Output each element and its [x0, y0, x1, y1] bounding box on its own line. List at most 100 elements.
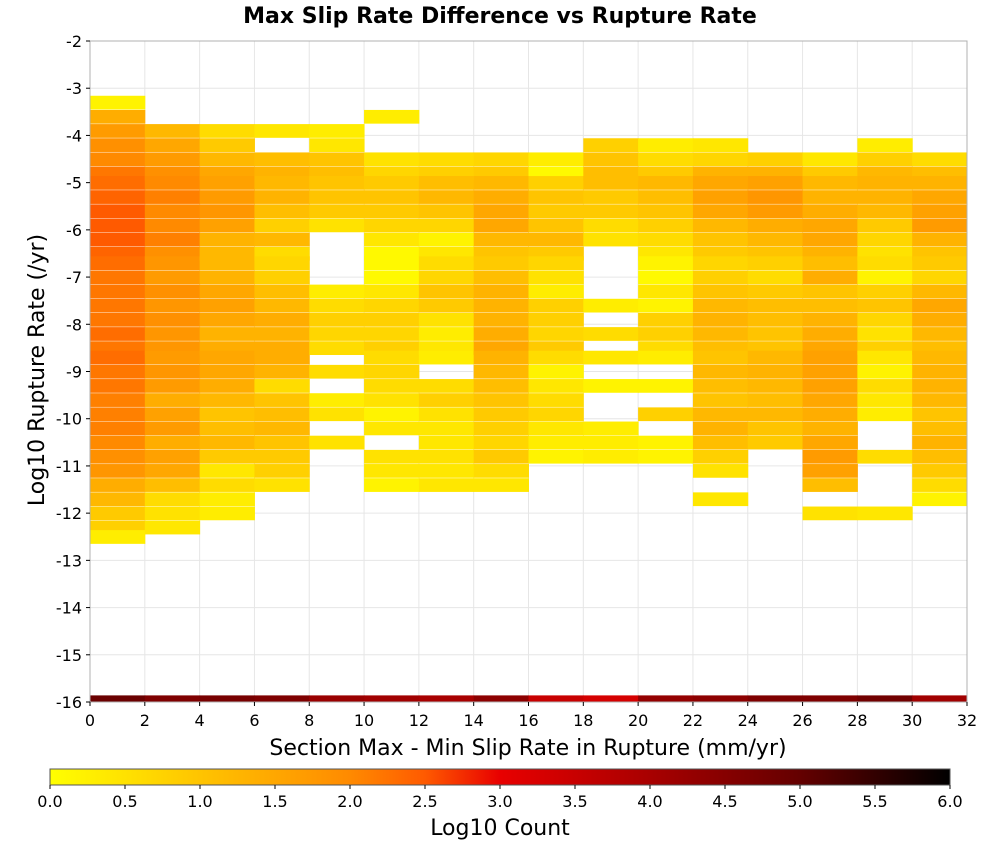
- heatmap-cell: [692, 312, 749, 327]
- y-tick-label: -3: [66, 79, 82, 98]
- heatmap-cell: [364, 152, 420, 167]
- heatmap-cell: [364, 284, 420, 299]
- heatmap-cell: [418, 176, 475, 190]
- heatmap-cell: [199, 218, 255, 233]
- heatmap-cell: [90, 327, 146, 341]
- colorbar-label: Log10 Count: [430, 816, 570, 841]
- heatmap-cell: [90, 256, 146, 271]
- heatmap-cell: [912, 327, 968, 341]
- heatmap-cell: [747, 350, 804, 365]
- heatmap-cell: [692, 379, 749, 393]
- heatmap-cell: [418, 190, 475, 204]
- colorbar-tick-label: 5.5: [862, 792, 887, 811]
- heatmap-cell: [473, 449, 529, 464]
- x-tick-label: 0: [85, 711, 95, 730]
- heatmap-cell: [583, 218, 639, 233]
- heatmap-cell: [90, 124, 146, 138]
- heatmap-cell: [254, 284, 310, 299]
- heatmap-cell-bottom-row: [583, 695, 639, 702]
- heatmap-cell: [692, 284, 749, 299]
- heatmap-cell: [254, 393, 310, 407]
- heatmap-cell-bottom-row: [199, 695, 255, 702]
- heatmap-cell: [692, 270, 749, 285]
- heatmap-cell: [90, 492, 146, 507]
- heatmap-cell: [802, 421, 858, 436]
- heatmap-cell: [747, 152, 804, 167]
- heatmap-cell: [802, 464, 858, 478]
- heatmap-cell: [692, 327, 749, 341]
- heatmap-cell: [912, 464, 968, 478]
- colorbar-tick-label: 0.5: [112, 792, 137, 811]
- heatmap-cell: [199, 298, 255, 313]
- heatmap-cell: [90, 176, 146, 190]
- heatmap-cell: [254, 190, 310, 204]
- heatmap-cell: [638, 256, 694, 271]
- heatmap-cell: [473, 364, 529, 379]
- heatmap-cell: [912, 284, 968, 299]
- colorbar-tick-label: 1.5: [262, 792, 287, 811]
- x-axis-ticks: 0 2 4 6 8 10 12 14 16 18 20 22 24 26 28 30 32: [85, 702, 977, 730]
- colorbar-tick-label: 6.0: [937, 792, 962, 811]
- heatmap-cell: [199, 464, 255, 478]
- heatmap-cell: [857, 379, 913, 393]
- heatmap-cell: [199, 138, 255, 152]
- heatmap-cell: [199, 407, 255, 422]
- x-tick-label: 20: [628, 711, 648, 730]
- heatmap-cell: [309, 341, 365, 356]
- heatmap-cell: [473, 190, 529, 204]
- heatmap-cell: [254, 204, 310, 219]
- heatmap-cell: [912, 270, 968, 285]
- heatmap-cell: [309, 138, 365, 152]
- heatmap-cell: [90, 449, 146, 464]
- heatmap-cell: [473, 478, 529, 492]
- heatmap-cell: [418, 327, 475, 341]
- x-tick-label: 16: [518, 711, 538, 730]
- heatmap-cell: [364, 364, 420, 379]
- heatmap-cell: [364, 421, 420, 436]
- y-tick-label: -6: [66, 221, 82, 240]
- heatmap-cell: [692, 204, 749, 219]
- heatmap-cell: [199, 312, 255, 327]
- heatmap-cell: [857, 152, 913, 167]
- heatmap-cell: [802, 327, 858, 341]
- heatmap-cell: [638, 218, 694, 233]
- heatmap-cell: [747, 407, 804, 422]
- heatmap-cell: [144, 270, 201, 285]
- heatmap-cell: [418, 298, 475, 313]
- heatmap-cell: [364, 379, 420, 393]
- heatmap-cell-bottom-row: [473, 695, 529, 702]
- heatmap-cell: [528, 421, 584, 436]
- heatmap-cell: [309, 327, 365, 341]
- x-tick-label: 4: [195, 711, 205, 730]
- heatmap-cell: [692, 256, 749, 271]
- heatmap-cell: [692, 298, 749, 313]
- heatmap-cell: [747, 284, 804, 299]
- heatmap-cell: [90, 364, 146, 379]
- heatmap-cell: [473, 204, 529, 219]
- heatmap-cell: [90, 407, 146, 422]
- heatmap-cell: [912, 298, 968, 313]
- heatmap-cell: [857, 176, 913, 190]
- heatmap-cell: [90, 232, 146, 247]
- heatmap-cell: [144, 464, 201, 478]
- heatmap-cell: [364, 218, 420, 233]
- heatmap-cell: [364, 232, 420, 247]
- heatmap-cell: [528, 256, 584, 271]
- heatmap-cell: [309, 176, 365, 190]
- heatmap-cell: [692, 190, 749, 204]
- heatmap-cell: [364, 407, 420, 422]
- heatmap-cell: [254, 435, 310, 450]
- heatmap-cell: [528, 204, 584, 219]
- heatmap-cell: [254, 298, 310, 313]
- heatmap-cell: [912, 421, 968, 436]
- x-tick-label: 2: [140, 711, 150, 730]
- heatmap-cell: [692, 138, 749, 152]
- heatmap-cell-bottom-row: [802, 695, 858, 702]
- heatmap-cell-bottom-row: [90, 695, 146, 702]
- heatmap-cell: [90, 190, 146, 204]
- heatmap-cell: [90, 270, 146, 285]
- heatmap-cell-bottom-row: [692, 695, 749, 702]
- heatmap-cell: [528, 379, 584, 393]
- heatmap-cell: [144, 350, 201, 365]
- heatmap-cell: [418, 407, 475, 422]
